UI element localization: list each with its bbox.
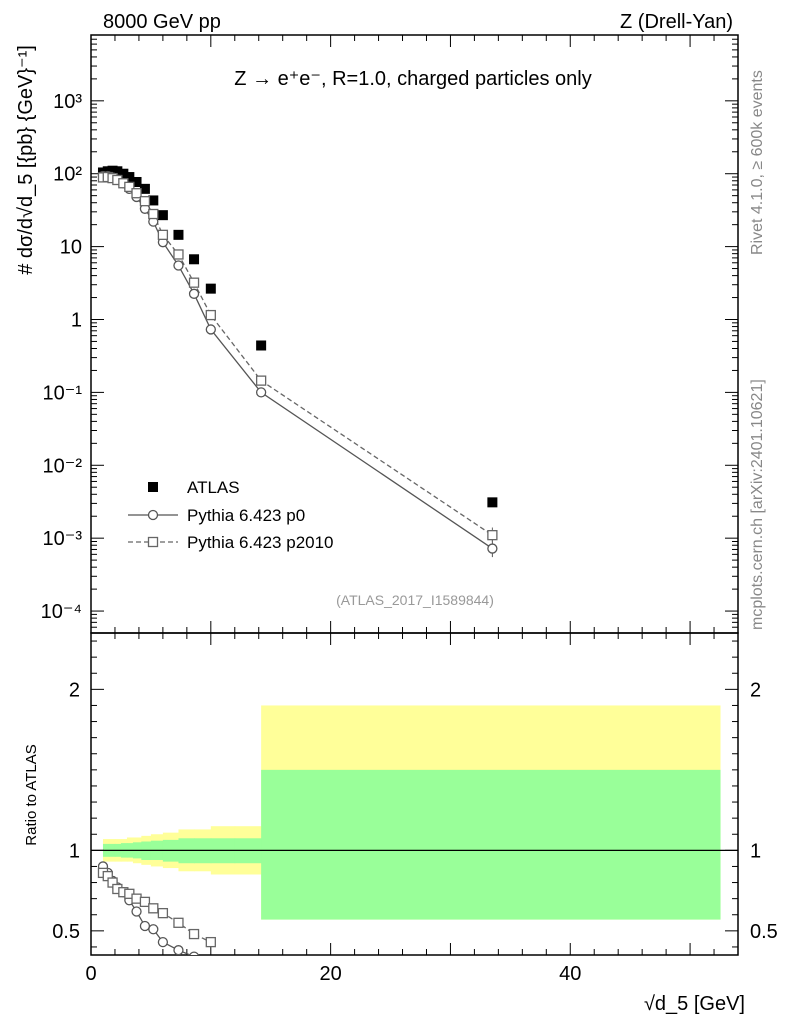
ratio-point (188, 928, 200, 940)
data-point (173, 249, 184, 260)
y-tick-label: 10⁻⁴ (41, 601, 82, 623)
upper-y-ticks: 10⁻⁴ 10⁻³ 10⁻² 10⁻¹ 1 10 10² 10³ (41, 34, 738, 634)
ratio-point (157, 936, 169, 948)
ratio-y-tick-label-right: 0.5 (750, 921, 778, 943)
ratio-point (131, 906, 142, 917)
data-point (148, 208, 159, 220)
data-point (157, 229, 169, 240)
data-point (118, 168, 129, 179)
ratio-point (139, 896, 151, 908)
data-point (487, 497, 498, 508)
ratio-y-tick-label: 0.5 (52, 921, 80, 943)
analysis-tag: (ATLAS_2017_I1589844) (336, 592, 494, 608)
ratio-line (102, 866, 192, 955)
legend: ATLAS Pythia 6.423 p0 Pythia 6.423 p2010 (128, 478, 334, 552)
ratio-bands (102, 705, 721, 920)
data-point (256, 340, 267, 351)
y-tick-label: 1 (71, 309, 82, 331)
data-point (148, 195, 159, 206)
data-point (487, 530, 498, 541)
y-tick-label: 10⁻² (43, 455, 83, 477)
data-point (131, 176, 142, 187)
main-title: Z → e⁺e⁻, R=1.0, charged particles only (234, 68, 591, 90)
data-point (188, 288, 200, 299)
legend-label: ATLAS (187, 478, 240, 497)
y-tick-label: 10 (60, 237, 82, 259)
data-point (173, 260, 184, 271)
data-point (188, 277, 200, 288)
ratio-y-tick-label: 1 (69, 840, 80, 862)
ratio-point (173, 917, 184, 928)
x-tick-label: 20 (320, 963, 342, 985)
x-axis-label: √d_5 [GeV] (644, 993, 745, 1015)
data-point (189, 254, 200, 265)
ratio-point (205, 936, 216, 948)
series-pythia-6-423-p0 (97, 170, 498, 554)
data-point (205, 324, 216, 335)
mcplots-label: mcplots.cern.ch [arXiv:2401.10621] (749, 379, 766, 630)
ratio-point (206, 962, 215, 971)
upper-y-axis-label: # dσ/d√d_5 [{pb} {GeV}⁻¹] (15, 45, 37, 275)
legend-marker-p0 (147, 509, 159, 521)
x-ticks: 0 20 40 (85, 35, 739, 985)
data-point (255, 387, 267, 398)
ratio-point (148, 924, 159, 935)
ratio-point (139, 920, 151, 932)
legend-marker-p2010 (147, 536, 159, 548)
series-pythia-6-423-p2010 (97, 171, 498, 541)
upper-chart-layer: 10⁻⁴ 10⁻³ 10⁻² 10⁻¹ 1 10 10² 10³ (41, 34, 739, 634)
data-point (139, 196, 151, 207)
x-tick-label: 0 (85, 963, 96, 985)
data-point (139, 183, 150, 194)
data-point (112, 166, 123, 177)
header-left: 8000 GeV pp (103, 11, 221, 33)
ratio-series (97, 861, 216, 971)
ratio-point (157, 907, 169, 919)
ratio-point (148, 903, 159, 914)
data-point (124, 181, 135, 193)
band-inner (261, 769, 721, 920)
ratio-y-ticks: 0.5 0.5 1 1 2 2 (52, 640, 778, 948)
y-tick-label: 10² (53, 164, 82, 186)
data-point (131, 188, 142, 199)
rivet-label: Rivet 4.1.0, ≥ 600k events (749, 70, 766, 255)
x-tick-label: 40 (559, 963, 581, 985)
data-point (124, 172, 135, 183)
data-point (255, 375, 267, 386)
header-right: Z (Drell-Yan) (620, 11, 733, 33)
y-tick-label: 10³ (53, 91, 82, 113)
data-point (205, 283, 216, 294)
ratio-frame (90, 632, 739, 956)
ratio-chart-layer: 0 20 40 0.5 0.5 1 1 2 2 (52, 35, 778, 985)
data-point (173, 229, 184, 240)
legend-label: Pythia 6.423 p2010 (187, 533, 334, 552)
ratio-point (189, 951, 199, 955)
ratio-point (131, 893, 142, 904)
ratio-y-axis-label: Ratio to ATLAS (23, 744, 40, 845)
y-tick-label: 10⁻¹ (43, 382, 83, 404)
ratio-y-tick-label-right: 1 (750, 840, 761, 862)
legend-label: Pythia 6.423 p0 (187, 506, 305, 525)
ratio-y-tick-label-right: 2 (750, 679, 761, 701)
legend-marker-atlas (148, 482, 158, 492)
data-point (157, 210, 168, 221)
data-point (205, 309, 216, 321)
ratio-y-tick-label: 2 (69, 679, 80, 701)
y-tick-label: 10⁻³ (43, 528, 83, 550)
data-point (487, 543, 498, 554)
ratio-point (173, 945, 184, 955)
